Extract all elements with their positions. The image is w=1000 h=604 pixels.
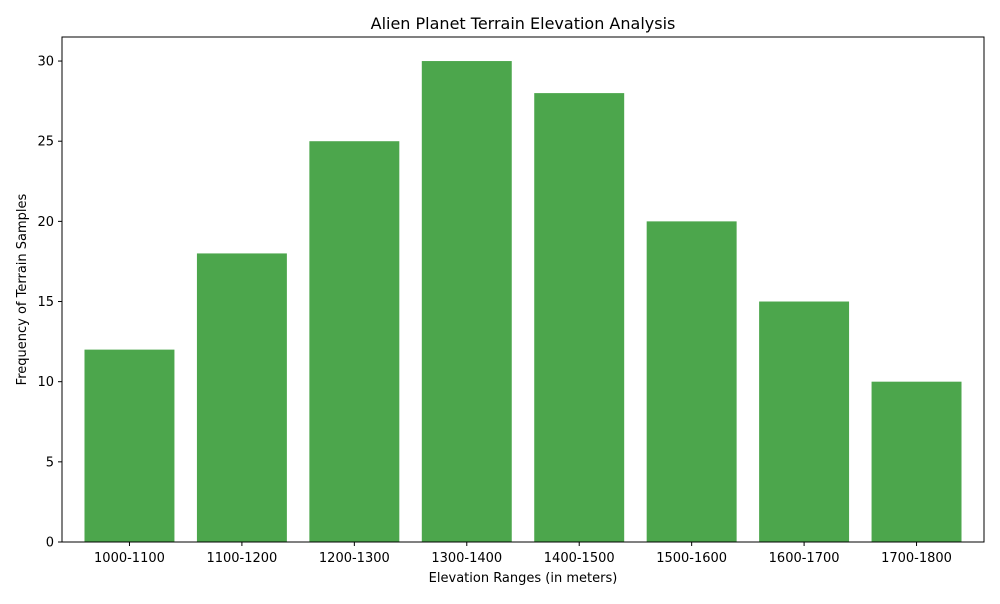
x-axis-ticks: 1000-1100 1100-1200 1200-1300 1300-1400 1400… xyxy=(94,542,952,566)
x-tick-label: 1000-1100 xyxy=(94,551,165,566)
y-tick-label: 15 xyxy=(37,295,54,310)
y-axis-ticks: 0 5 10 15 20 25 30 xyxy=(37,55,62,551)
y-tick-label: 20 xyxy=(37,215,54,230)
y-axis-label: Frequency of Terrain Samples xyxy=(15,193,30,385)
bar-1600-1700 xyxy=(759,301,850,542)
bar-1000-1100 xyxy=(84,349,175,542)
y-tick-label: 0 xyxy=(46,536,54,551)
bar-1100-1200 xyxy=(196,253,287,542)
bar-1700-1800 xyxy=(871,381,962,542)
bar-1300-1400 xyxy=(421,61,512,543)
bar-1400-1500 xyxy=(534,93,625,543)
x-axis-label: Elevation Ranges (in meters) xyxy=(429,571,618,586)
x-tick-label: 1200-1300 xyxy=(319,551,390,566)
bars-layer xyxy=(84,61,962,543)
x-tick-label: 1100-1200 xyxy=(206,551,277,566)
y-tick-label: 30 xyxy=(37,55,54,70)
y-tick-label: 5 xyxy=(46,455,54,470)
plot-frame xyxy=(61,36,985,543)
x-tick-label: 1600-1700 xyxy=(769,551,840,566)
x-tick-label: 1700-1800 xyxy=(881,551,952,566)
x-tick-label: 1500-1600 xyxy=(656,551,727,566)
y-tick-label: 10 xyxy=(37,375,54,390)
x-tick-label: 1400-1500 xyxy=(544,551,615,566)
x-tick-label: 1300-1400 xyxy=(431,551,502,566)
y-tick-label: 25 xyxy=(37,135,54,150)
bar-1500-1600 xyxy=(646,221,737,542)
bar-1200-1300 xyxy=(309,141,400,542)
chart-title: Alien Planet Terrain Elevation Analysis xyxy=(371,14,676,33)
